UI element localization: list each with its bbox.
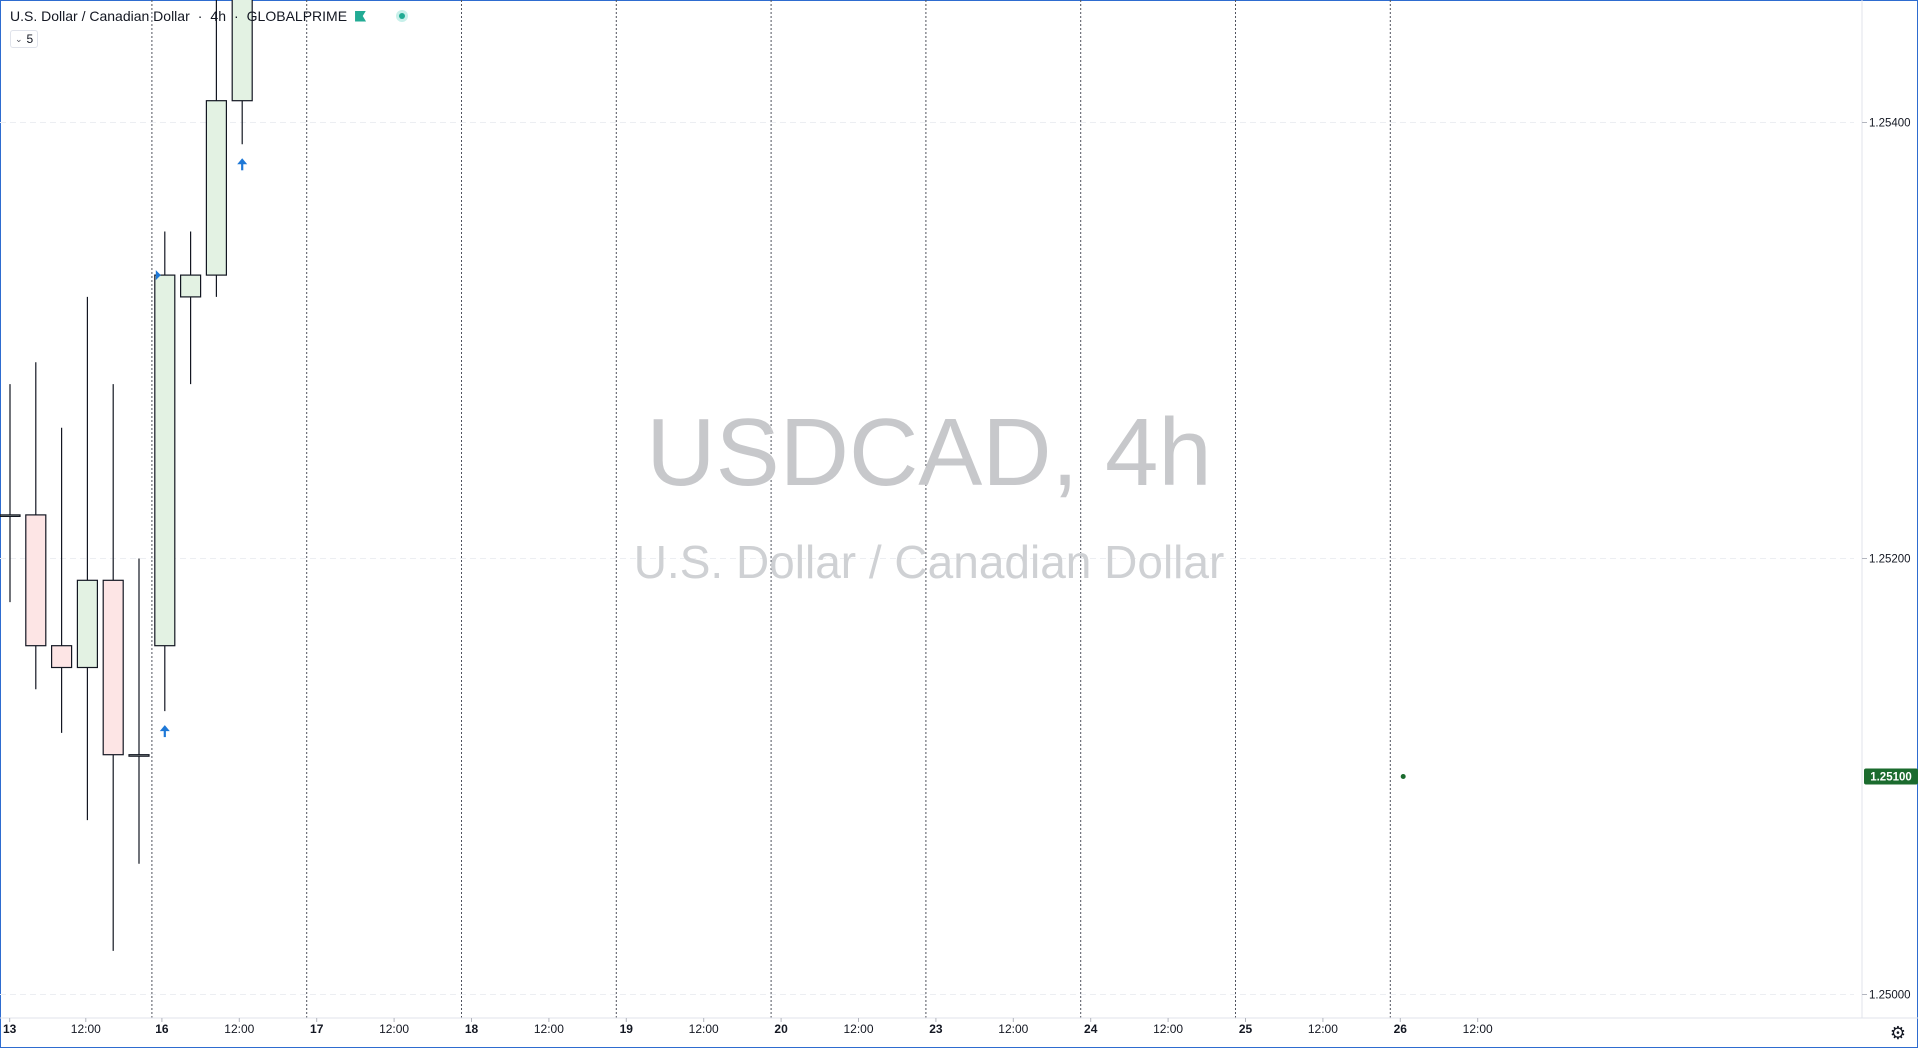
- chevron-down-icon: ⌄: [15, 33, 23, 44]
- signals: [155, 158, 248, 738]
- x-tick-label: 17: [310, 1022, 324, 1036]
- buy-arrow-head: [237, 158, 248, 165]
- candle: [102, 384, 124, 951]
- price-grid: [0, 122, 1854, 995]
- x-tick-label: 23: [929, 1022, 943, 1036]
- candle: [231, 0, 253, 145]
- session-breaks: [151, 0, 1391, 1018]
- candle-body: [102, 579, 124, 756]
- watermark-symbol: USDCAD, 4h: [646, 399, 1212, 506]
- exchange-label: GLOBALPRIME: [246, 8, 348, 24]
- flag-icon[interactable]: [355, 10, 367, 22]
- candle-body: [0, 514, 21, 518]
- candle: [50, 427, 73, 733]
- candle: [205, 0, 227, 297]
- watermark-description: U.S. Dollar / Canadian Dollar: [634, 536, 1225, 588]
- x-tick-label: 12:00: [379, 1022, 409, 1036]
- time-axis: 13 12:00 16 12:00 17 12:00 18 12:00 19 12:00 20 12:…: [0, 1017, 1918, 1036]
- candle-body: [205, 100, 227, 276]
- x-tick-label: 12:00: [1308, 1022, 1338, 1036]
- x-tick-label: 18: [465, 1022, 479, 1036]
- candle-body: [231, 0, 253, 102]
- studies-toggle-button[interactable]: ⌄ 5: [10, 30, 39, 48]
- x-tick-label: 12:00: [1153, 1022, 1183, 1036]
- market-status-icon[interactable]: [396, 10, 409, 22]
- candles: [0, 0, 253, 951]
- low-marker-dot: [1400, 774, 1406, 779]
- buy-arrow-head: [159, 725, 170, 732]
- legend-separator: ·: [197, 8, 203, 24]
- gear-icon[interactable]: ⚙: [1889, 1023, 1906, 1043]
- candle-body: [154, 274, 176, 647]
- y-tick-label: 1.25200: [1869, 554, 1911, 566]
- symbol-legend[interactable]: U.S. Dollar / Canadian Dollar · 4h · GLO…: [10, 8, 409, 24]
- price-axis: 1.294001.292001.290001.288001.286001.284…: [1861, 0, 1911, 1018]
- x-tick-label: 12:00: [224, 1022, 254, 1036]
- y-tick-label: 1.25000: [1869, 990, 1911, 1002]
- x-tick-label: 26: [1394, 1022, 1408, 1036]
- x-tick-label: 13: [3, 1022, 17, 1036]
- low-price-label: 1.25100: [1870, 772, 1912, 784]
- candle-body: [25, 514, 47, 647]
- candle: [180, 231, 202, 385]
- x-tick-label: 24: [1084, 1022, 1098, 1036]
- candle: [0, 384, 21, 603]
- buy-entry-marker: [155, 270, 161, 281]
- y-tick-label: 1.25400: [1869, 118, 1911, 130]
- x-tick-label: 16: [155, 1022, 169, 1036]
- symbol-name: U.S. Dollar / Canadian Dollar: [10, 8, 190, 24]
- hi-lo-markers: 1.266901.2510002:16:03: [1400, 768, 1918, 785]
- interval-label: 4h: [210, 8, 226, 24]
- x-tick-label: 12:00: [71, 1022, 101, 1036]
- candle: [128, 558, 150, 864]
- candle: [25, 362, 47, 690]
- x-tick-label: 12:00: [843, 1022, 873, 1036]
- x-tick-label: 19: [620, 1022, 634, 1036]
- candle: [154, 231, 176, 712]
- candle: [76, 296, 99, 821]
- candle-body: [76, 579, 99, 669]
- x-tick-label: 12:00: [689, 1022, 719, 1036]
- x-tick-label: 25: [1239, 1022, 1253, 1036]
- study-count: 5: [26, 32, 34, 46]
- legend-separator: ·: [234, 8, 239, 24]
- x-tick-label: 20: [774, 1022, 788, 1036]
- x-tick-label: 12:00: [1463, 1022, 1493, 1036]
- low-price-tag: [1864, 768, 1918, 785]
- candle-body: [50, 645, 73, 669]
- candle-body: [180, 274, 202, 298]
- candle-body: [128, 754, 150, 757]
- x-tick-label: 12:00: [998, 1022, 1028, 1036]
- x-tick-label: 12:00: [534, 1022, 564, 1036]
- watermark: USDCAD, 4h U.S. Dollar / Canadian Dollar: [634, 399, 1225, 588]
